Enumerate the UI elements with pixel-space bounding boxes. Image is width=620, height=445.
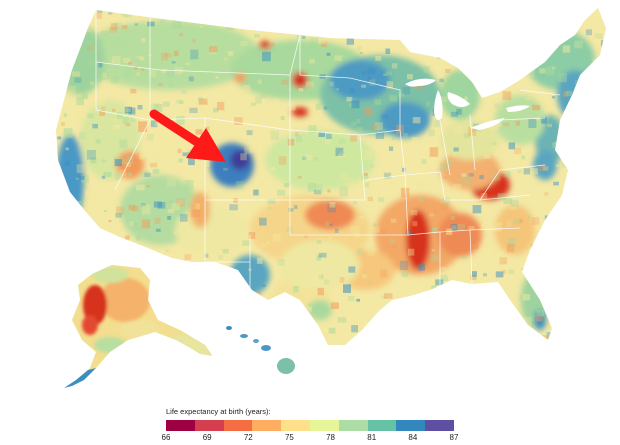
legend-color-bar: [166, 420, 454, 431]
legend-swatch: [396, 420, 426, 431]
legend-swatch: [252, 420, 282, 431]
legend-tick-label: 87: [449, 433, 459, 442]
hawaii-region: [226, 326, 295, 374]
alaska-region: [64, 265, 212, 388]
legend-swatch: [367, 420, 397, 431]
legend-title: Life expectancy at birth (years):: [166, 407, 271, 416]
legend-swatch: [281, 420, 310, 431]
legend-tick-label: 81: [367, 433, 377, 442]
indicator-arrow: [149, 109, 226, 162]
legend-swatch: [309, 420, 339, 431]
legend: Life expectancy at birth (years): 66 69 72…: [162, 407, 466, 443]
legend-tick-label: 66: [161, 433, 171, 442]
legend-swatch: [425, 420, 454, 431]
legend-tick-label: 78: [326, 433, 336, 442]
legend-swatch: [166, 420, 195, 431]
legend-tick-label: 72: [243, 433, 253, 442]
legend-tick-label: 75: [284, 433, 294, 442]
legend-ticks: 66 69 72 75 78 81 84 87: [162, 433, 459, 443]
state-borders: [95, 10, 561, 300]
legend-swatch: [223, 420, 253, 431]
legend-swatch: [338, 420, 368, 431]
great-lakes: [405, 78, 530, 130]
legend-swatch: [194, 420, 224, 431]
legend-tick-label: 84: [408, 433, 418, 442]
legend-tick-label: 69: [202, 433, 212, 442]
